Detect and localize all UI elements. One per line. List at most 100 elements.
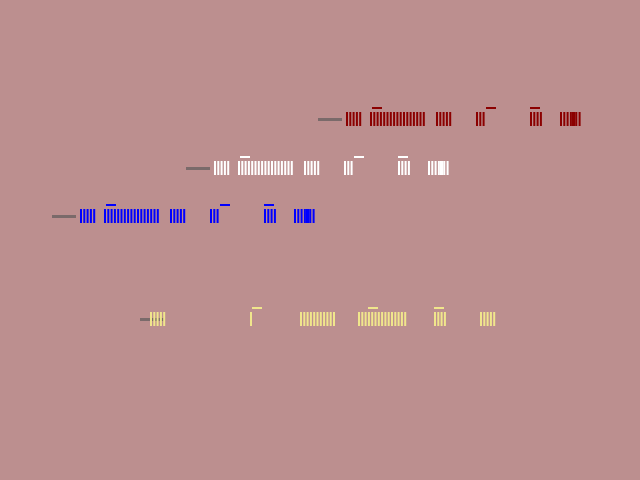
smudge-mark — [52, 215, 76, 218]
glyph-bar — [110, 209, 113, 223]
glyph-bar — [371, 312, 374, 326]
glyph-bar — [271, 161, 273, 175]
glyph-bar — [370, 112, 372, 126]
glyph-bar — [326, 312, 329, 326]
glyph-bar — [387, 312, 390, 326]
glyph-bar — [329, 312, 332, 326]
glyph-bar — [428, 161, 430, 175]
blue-garbled-text — [52, 204, 315, 223]
glyph-accent — [252, 307, 262, 309]
glyph-accent — [368, 307, 378, 309]
glyph-bar — [449, 112, 452, 126]
glyph-bar — [391, 312, 393, 326]
glyph-bar — [123, 209, 126, 223]
glyph-bar — [120, 209, 123, 223]
glyph-bar — [300, 209, 303, 223]
glyph-bar — [539, 112, 542, 126]
glyph-bar — [416, 112, 419, 126]
glyph-bar — [349, 112, 352, 126]
glyph-bar — [153, 312, 156, 326]
glyph-bar — [333, 312, 335, 326]
yellow-garbled-text — [140, 307, 496, 326]
glyph-bar — [578, 112, 581, 126]
glyph-bar — [210, 209, 212, 223]
glyph-bar — [359, 112, 362, 126]
glyph-accent — [486, 107, 496, 109]
glyph-bar — [130, 209, 133, 223]
glyph-bar — [267, 209, 270, 223]
glyph-bar — [381, 312, 384, 326]
glyph-accent — [398, 156, 408, 158]
glyph-bar — [480, 312, 482, 326]
glyph-bar — [364, 312, 367, 326]
glyph-bar — [254, 161, 257, 175]
glyph-bar — [533, 112, 536, 126]
glyph-bar — [437, 312, 440, 326]
glyph-bar — [133, 209, 136, 223]
glyph-bar — [310, 161, 313, 175]
glyph-bar — [536, 112, 539, 126]
glyph-accent — [434, 307, 444, 309]
glyph-bar — [377, 312, 380, 326]
glyph-accent — [530, 107, 540, 109]
glyph-bar — [257, 161, 260, 175]
glyph-bar — [319, 312, 322, 326]
glyph-bar — [493, 312, 496, 326]
glyph-bar — [264, 161, 267, 175]
glyph-bar — [400, 312, 403, 326]
glyph-bar — [306, 312, 309, 326]
glyph-bar — [441, 161, 444, 175]
glyph-bar — [563, 112, 566, 126]
glyph-bar — [309, 209, 312, 223]
glyph-bar — [156, 312, 159, 326]
glyph-bar — [117, 209, 120, 223]
glyph-bar — [443, 312, 446, 326]
glyph-bar — [323, 312, 326, 326]
glyph-bar — [244, 161, 247, 175]
glyph-bar — [439, 112, 442, 126]
glyph-bar — [389, 112, 392, 126]
glyph-bar — [386, 112, 389, 126]
glyph-bar — [290, 161, 293, 175]
glyph-bar — [270, 209, 273, 223]
glyph-bar — [401, 161, 404, 175]
glyph-bar — [104, 209, 106, 223]
glyph-bar — [303, 312, 306, 326]
glyph-bar — [442, 112, 445, 126]
glyph-bar — [179, 209, 182, 223]
glyph-bar — [250, 312, 252, 326]
glyph-bar — [273, 209, 276, 223]
glyph-bar — [227, 161, 230, 175]
glyph-bar — [150, 209, 153, 223]
glyph-accent — [264, 204, 274, 206]
glyph-bar — [397, 312, 400, 326]
glyph-bar — [183, 209, 186, 223]
glyph-bar — [404, 312, 407, 326]
glyph-bar — [344, 161, 346, 175]
glyph-bar — [384, 312, 387, 326]
glyph-bar — [127, 209, 130, 223]
glyph-bar — [434, 161, 437, 175]
glyph-bar — [406, 112, 409, 126]
glyph-bar — [307, 209, 310, 223]
glyph-bar — [163, 312, 166, 326]
glyph-bar — [403, 112, 405, 126]
glyph-bar — [575, 112, 578, 126]
glyph-accent — [354, 156, 364, 158]
glyph-bar — [83, 209, 86, 223]
glyph-bar — [277, 161, 280, 175]
glyph-bar — [150, 312, 152, 326]
glyph-bar — [86, 209, 89, 223]
glyph-bar — [217, 161, 220, 175]
glyph-bar — [379, 112, 382, 126]
glyph-bar — [220, 161, 223, 175]
glyph-bar — [482, 112, 485, 126]
glyph-bar — [396, 112, 399, 126]
glyph-bar — [358, 312, 360, 326]
glyph-bar — [107, 209, 110, 223]
glyph-bar — [274, 161, 277, 175]
glyph-bar — [376, 112, 379, 126]
glyph-bar — [251, 161, 254, 175]
glyph-bar — [445, 112, 448, 126]
glyph-bar — [173, 209, 176, 223]
